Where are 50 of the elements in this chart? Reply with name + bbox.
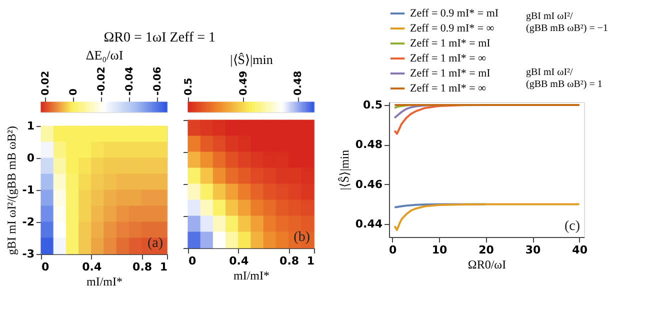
chart-title: ΩR0 = 1ωI Zeff = 1 [104,30,216,46]
x-tick-label: 0 [188,254,196,268]
text: gBI mI ωI²/(gBB mB ωB²) = 1 [526,67,602,90]
y-tick-label: 0.5 [363,98,382,112]
legend-label: Zeff = 1 mI* = ∞ [410,52,486,64]
x-axis-title: ΩR0/ωI [468,258,506,272]
color-bar-label: 0 [68,88,80,96]
y-tick-label: 0.44 [355,218,383,231]
x-tick-label: 30 [525,244,542,256]
color-bar-label: -0.04 [124,66,136,96]
color-bar-title: |⟨Ŝ⟩|min [230,52,274,67]
color-bar-label: 0.5 [184,78,194,96]
color-bar-label: -0.02 [96,66,108,96]
line-series [394,203,580,232]
color-bar-label: 0.49 [238,70,250,96]
legend-label: Zeff = 0.9 mI* = mI [410,8,499,20]
y-tick-label: 0.46 [355,178,383,191]
x-tick-label: 0 [42,260,50,274]
x-tick-label: 0.8 [132,260,152,274]
annotation: (c) [564,219,580,234]
legend-label: Zeff = 1 mI* = ∞ [410,82,486,94]
x-tick-label: 20 [478,244,494,256]
annotation: (a) [147,236,164,251]
y-tick-label: 0.48 [355,138,382,152]
y-tick-label: 0 [26,152,35,164]
color-bar-label: 0.02 [40,70,52,96]
x-axis-title: mI/mI* [86,274,122,288]
x-tick-label: 0.4 [82,260,102,274]
color-bar-label: 0.48 [293,70,304,96]
color-bar-label: -0.06 [152,66,164,96]
x-tick-label: 0.4 [229,254,249,268]
y-tick-label: -1 [22,184,34,196]
color-bar-title: ΔE₀/ωI [86,48,124,63]
y-tick-label: -2 [22,216,34,228]
y-axis-title: gBI mI ωI²/(gBB mB ωB²) [4,126,18,255]
legend-label: Zeff = 1 mI* = mI [410,38,491,50]
x-tick-label: 1 [306,254,314,268]
x-axis-title: mI/mI* [234,268,270,282]
x-tick-label: 10 [432,244,448,256]
annotation: (b) [294,230,310,245]
y-tick-label: 1 [26,120,34,132]
legend-label: Zeff = 0.9 mI* = ∞ [410,22,494,34]
text: gBI mI ωI²/(gBB mB ωB²) = −1 [526,11,608,34]
y-tick-label: -3 [22,248,34,260]
x-tick-label: 1 [160,260,168,274]
y-axis-title: |⟨Ŝ⟩|min [337,150,352,190]
x-tick-label: 0 [388,244,397,256]
legend-label: Zeff = 1 mI* = mI [410,68,491,80]
x-tick-label: 40 [572,244,588,256]
x-tick-label: 0.8 [280,254,300,268]
